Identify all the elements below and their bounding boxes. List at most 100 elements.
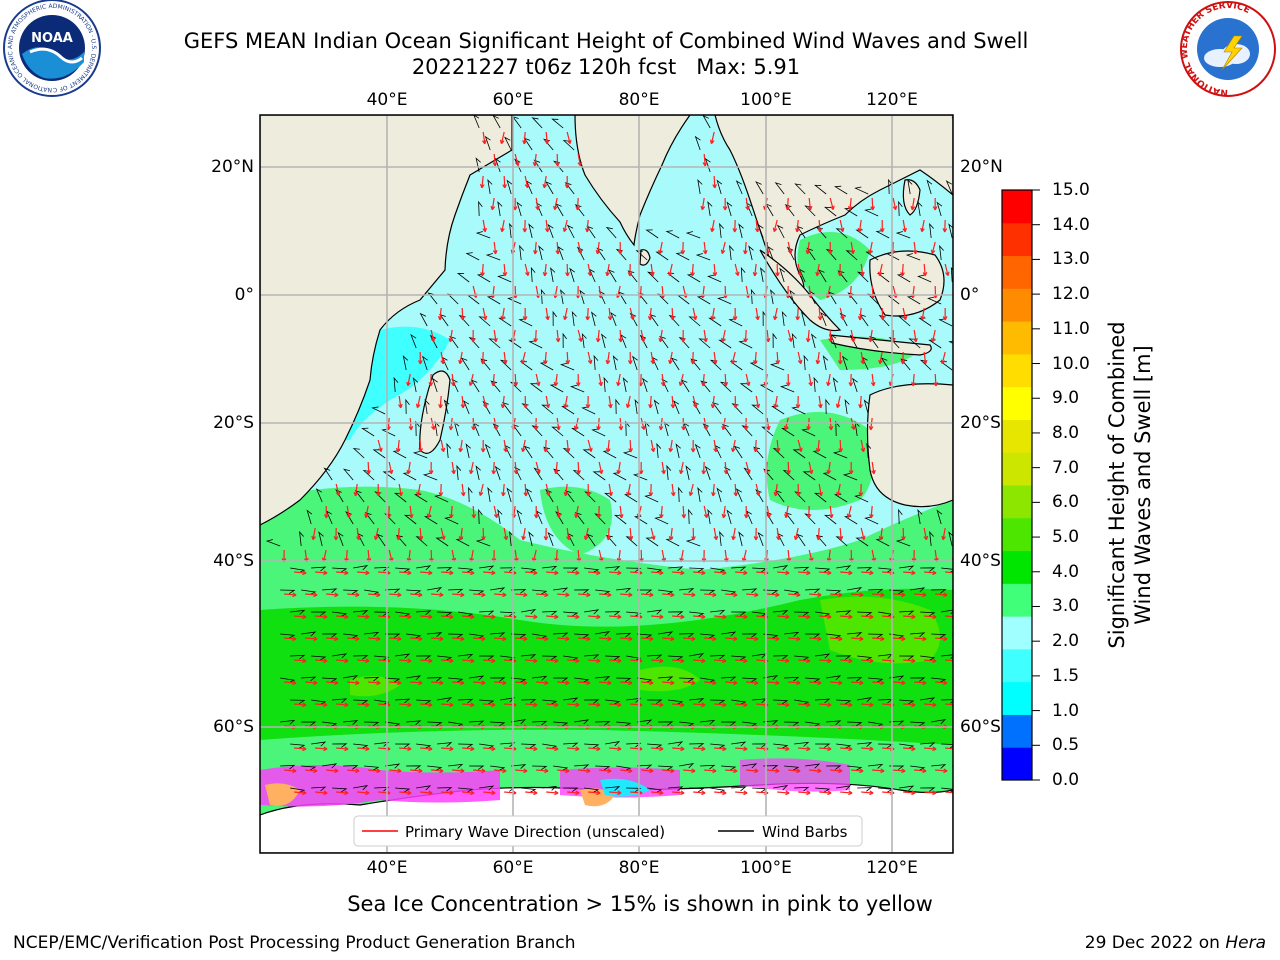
wind-barb	[863, 399, 870, 415]
wave-arrow	[913, 329, 918, 343]
wave-arrow	[839, 219, 845, 233]
wind-barb	[460, 357, 470, 371]
wave-arrow	[733, 483, 739, 497]
wave-arrow	[368, 592, 381, 598]
wind-barb	[731, 741, 747, 747]
wave-arrow	[536, 768, 549, 774]
wave-arrow	[688, 483, 694, 497]
wave-arrow	[462, 570, 475, 576]
wind-barb	[666, 464, 672, 481]
wave-arrow	[651, 746, 664, 752]
wave-arrow	[598, 461, 604, 475]
wave-arrow	[878, 351, 883, 365]
wave-arrow	[522, 219, 528, 233]
wave-arrow	[659, 505, 664, 519]
wave-arrow	[903, 658, 916, 664]
wind-barb	[395, 743, 411, 748]
wave-arrow	[417, 351, 423, 365]
wave-arrow	[577, 241, 583, 255]
wind-barb	[542, 565, 558, 571]
wave-arrow	[945, 791, 953, 794]
wind-barb	[658, 631, 674, 637]
wave-arrow	[578, 592, 591, 598]
wave-arrow	[599, 592, 612, 598]
wave-arrow	[966, 571, 978, 575]
wave-arrow	[680, 241, 686, 255]
colorbar-tick-label: 1.0	[1052, 700, 1080, 721]
wind-barb	[301, 589, 317, 596]
wave-arrow	[850, 417, 856, 431]
wind-barb	[694, 443, 701, 459]
wave-arrow	[347, 636, 360, 642]
wind-barb	[280, 764, 296, 770]
wind-barb	[559, 362, 575, 371]
wind-barb	[574, 633, 590, 639]
wind-barb	[836, 565, 852, 571]
wave-arrow	[837, 263, 843, 277]
wave-arrow	[830, 768, 843, 774]
wind-barb	[521, 567, 537, 573]
wind-barb	[280, 719, 296, 725]
wind-barb	[832, 450, 848, 459]
wave-arrow	[767, 636, 780, 642]
wave-arrow	[462, 746, 475, 752]
wave-arrow	[346, 505, 351, 519]
wave-arrow	[712, 351, 718, 365]
wind-barb	[506, 179, 513, 195]
wind-barb	[332, 611, 348, 618]
wave-arrow	[305, 768, 318, 774]
wave-arrow	[315, 702, 328, 708]
wind-barb	[479, 610, 495, 616]
wave-arrow	[399, 790, 412, 796]
wave-arrow	[755, 307, 760, 321]
colorbar-label-line2: Wind Waves and Swell [m]	[1131, 345, 1155, 625]
wave-arrow	[945, 659, 953, 662]
wave-arrow	[555, 153, 560, 167]
wave-arrow	[284, 768, 297, 774]
wave-arrow	[596, 417, 601, 431]
wind-barb	[458, 787, 474, 793]
wind-barb	[822, 355, 829, 371]
wave-arrow	[701, 373, 706, 387]
wind-barb	[427, 721, 443, 727]
wind-barb	[941, 743, 953, 749]
wave-arrow	[798, 746, 811, 752]
wind-barb	[951, 117, 953, 119]
wave-arrow	[966, 791, 978, 795]
wind-barb	[849, 334, 858, 349]
wind-barb	[644, 420, 650, 437]
wave-arrow	[565, 351, 571, 365]
wave-arrow	[618, 329, 623, 343]
wave-arrow	[893, 592, 906, 598]
wind-barb	[511, 719, 527, 725]
wave-arrow	[805, 241, 811, 255]
wave-arrow	[416, 483, 421, 497]
wave-arrow	[670, 395, 676, 409]
wave-arrow	[816, 527, 821, 541]
wave-arrow	[583, 527, 589, 541]
wind-barb	[794, 786, 810, 792]
wind-barb	[353, 565, 369, 571]
wind-barb	[769, 362, 785, 371]
wind-barb	[265, 539, 281, 547]
wind-barb	[427, 677, 443, 682]
wind-barb	[755, 181, 764, 195]
wave-arrow	[940, 351, 946, 365]
wave-arrow	[900, 351, 906, 365]
wind-barb	[847, 721, 863, 727]
wind-barb	[622, 377, 629, 393]
wave-arrow	[735, 746, 748, 752]
wave-arrow	[703, 417, 709, 431]
wave-arrow	[598, 373, 603, 387]
wave-arrow	[525, 746, 538, 752]
wave-arrow	[399, 746, 412, 752]
wave-arrow	[620, 636, 633, 642]
wave-arrow	[661, 461, 666, 475]
wave-arrow	[712, 175, 717, 189]
colorbar-tick-label: 3.0	[1052, 596, 1080, 617]
wave-arrow	[469, 461, 474, 475]
wind-barb	[557, 245, 564, 261]
wave-arrow	[861, 570, 874, 576]
wind-barb	[710, 699, 726, 705]
wind-barb	[528, 223, 534, 239]
